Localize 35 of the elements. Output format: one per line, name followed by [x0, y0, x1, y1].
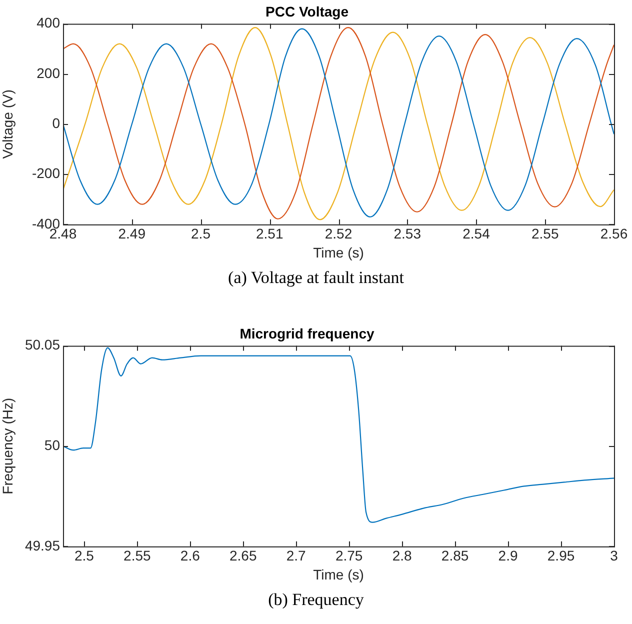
y-tick-label: 400 [36, 14, 60, 31]
x-tick-label: 2.49 [118, 226, 146, 242]
x-tick-label: 2.8 [392, 548, 412, 564]
chart-title: PCC Voltage [266, 3, 349, 20]
x-tick-label: 2.7 [286, 548, 306, 564]
y-tick-label: 200 [36, 64, 60, 81]
x-tick-label: 2.51 [256, 226, 284, 242]
x-tick-label: 2.6 [180, 548, 200, 564]
x-tick-label: 2.56 [600, 226, 628, 242]
x-tick-label: 2.55 [124, 548, 152, 564]
x-tick-label: 2.5 [74, 548, 94, 564]
x-tick-label: 2.65 [230, 548, 257, 564]
x-tick-label: 2.52 [324, 226, 352, 242]
chart-title: Microgrid frequency [240, 325, 374, 342]
y-axis-title: Voltage (V) [0, 89, 16, 159]
y-tick-label: 49.95 [24, 537, 60, 554]
y-tick-label: 50 [44, 436, 60, 453]
x-tick-label: 2.75 [335, 548, 363, 564]
x-axis-title: Time (s) [313, 244, 364, 260]
line-series [63, 347, 614, 523]
y-tick-label: 0 [52, 114, 60, 131]
x-tick-label: 2.55 [532, 226, 559, 242]
x-tick-label: 2.53 [394, 226, 422, 242]
y-tick-label: -200 [32, 165, 60, 182]
y-tick-label: 50.05 [24, 336, 60, 353]
x-axis-title: Time (s) [313, 566, 364, 582]
x-tick-label: 2.5 [191, 226, 211, 242]
x-tick-label: 2.95 [547, 548, 575, 564]
x-tick-label: 2.9 [498, 548, 518, 564]
x-tick-label: 2.85 [441, 548, 469, 564]
x-tick-label: 2.54 [462, 226, 490, 242]
text: (b) Frequency [267, 590, 365, 610]
x-tick-label: 3 [610, 548, 618, 564]
text: (a) Voltage at fault instant [227, 268, 405, 288]
y-axis-title: Frequency (Hz) [0, 398, 16, 494]
